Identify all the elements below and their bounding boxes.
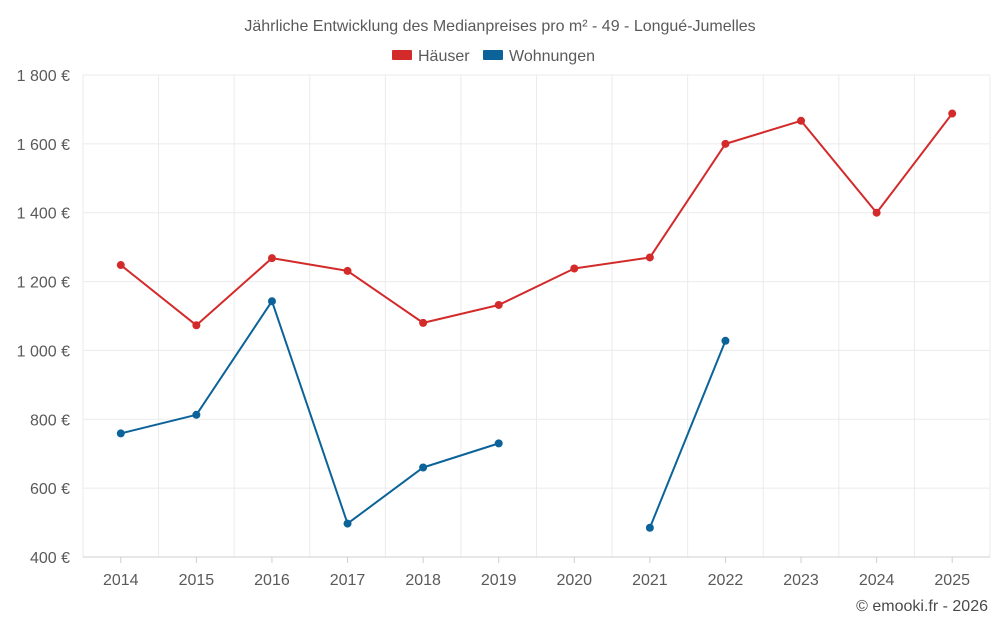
x-tick-label: 2016 [254,572,290,589]
legend-item-wohnungen[interactable]: Wohnungen [483,48,595,65]
series-line-wohnungen [648,340,727,529]
y-tick-label: 1 400 € [17,206,70,223]
copyright-footer: © emooki.fr - 2026 [856,598,988,615]
legend-item-hauser[interactable]: Häuser [392,48,470,65]
data-point-wohnungen[interactable] [494,439,503,448]
data-point-hauser[interactable] [570,264,579,273]
x-tick-label: 2023 [783,572,819,589]
legend-swatch-hauser [392,50,412,60]
legend: Häuser Wohnungen [392,48,595,65]
y-tick-label: 400 € [30,550,70,567]
grid [82,74,991,558]
data-point-wohnungen[interactable] [343,519,352,528]
x-tick-label: 2025 [934,572,970,589]
data-point-hauser[interactable] [872,208,881,217]
series-wohnungen [116,297,730,532]
y-tick-label: 800 € [30,412,70,429]
legend-label-wohnungen: Wohnungen [509,48,595,65]
legend-swatch-wohnungen [483,50,503,60]
legend-label-hauser: Häuser [418,48,470,65]
chart-title: Jährliche Entwicklung des Medianpreises … [244,18,755,35]
series-line-hauser [120,112,954,327]
data-point-hauser[interactable] [419,318,428,327]
x-axis: 2014 2015 2016 2017 2018 2019 2020 2021 2022 2023… [83,556,990,589]
data-point-wohnungen[interactable] [721,336,730,345]
data-point-hauser[interactable] [192,321,201,330]
data-point-wohnungen[interactable] [645,523,654,532]
data-point-wohnungen[interactable] [419,463,428,472]
y-tick-label: 1 800 € [17,68,70,85]
y-tick-label: 1 600 € [17,137,70,154]
x-tick-label: 2021 [632,572,668,589]
y-tick-label: 600 € [30,481,70,498]
x-tick-label: 2015 [179,572,215,589]
series-layer [116,109,957,532]
y-axis: 400 € 600 € 800 € 1 000 € 1 200 € 1 400 € 1 60… [17,68,70,567]
x-tick-label: 2024 [859,572,895,589]
data-point-wohnungen[interactable] [116,429,125,438]
y-tick-label: 1 200 € [17,275,70,292]
x-tick-label: 2022 [708,572,744,589]
data-point-hauser[interactable] [948,109,957,118]
data-point-hauser[interactable] [343,266,352,275]
y-tick-label: 1 000 € [17,343,70,360]
data-point-hauser[interactable] [797,116,806,125]
x-tick-label: 2018 [405,572,441,589]
x-tick-label: 2017 [330,572,366,589]
series-hauser [116,109,957,330]
x-tick-label: 2014 [103,572,139,589]
x-tick-label: 2019 [481,572,517,589]
data-point-hauser[interactable] [721,139,730,148]
series-line-wohnungen [120,300,500,525]
data-point-hauser[interactable] [116,261,125,270]
data-point-hauser[interactable] [494,300,503,309]
data-point-hauser[interactable] [267,254,276,263]
data-point-wohnungen[interactable] [192,410,201,419]
data-point-wohnungen[interactable] [267,297,276,306]
data-point-hauser[interactable] [645,253,654,262]
x-tick-label: 2020 [556,572,592,589]
